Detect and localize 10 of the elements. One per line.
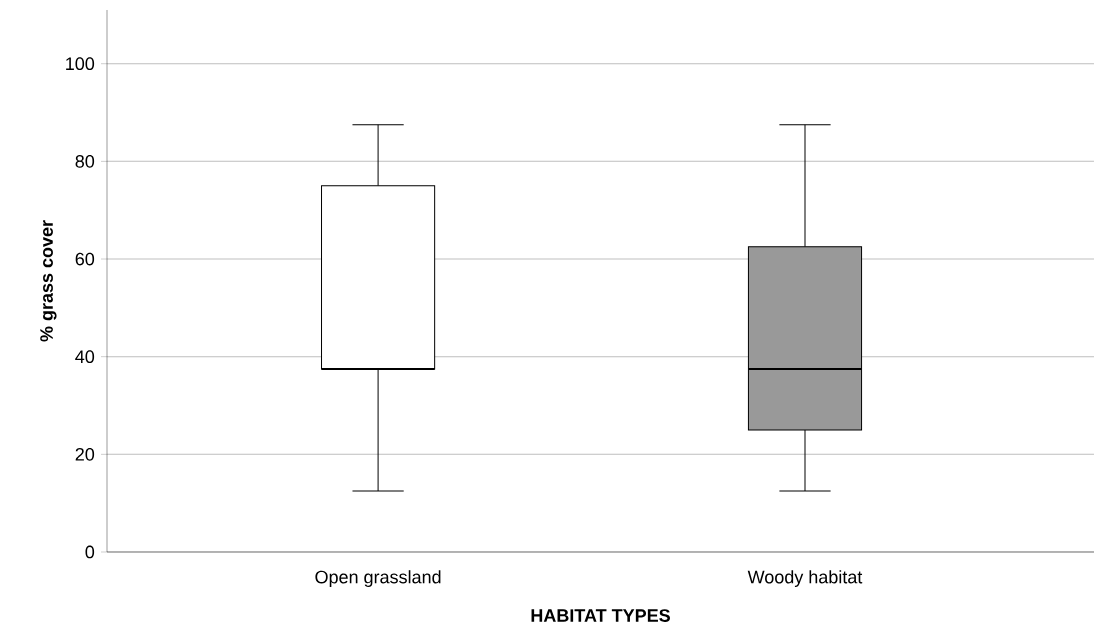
y-tick-label: 60 <box>75 252 95 266</box>
x-tick-label: Open grassland <box>315 570 441 587</box>
y-tick-label: 20 <box>75 447 95 461</box>
y-tick-label: 40 <box>75 350 95 364</box>
y-axis-title: % grass cover <box>40 220 57 342</box>
x-axis-title: HABITAT TYPES <box>531 609 670 622</box>
y-tick-label: 100 <box>66 57 95 71</box>
y-tick-label: 80 <box>75 154 95 168</box>
y-tick-label: 0 <box>85 545 95 559</box>
x-tick-label: Woody habitat <box>747 570 863 587</box>
